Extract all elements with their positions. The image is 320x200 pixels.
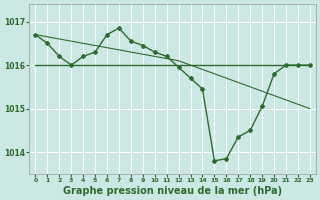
- X-axis label: Graphe pression niveau de la mer (hPa): Graphe pression niveau de la mer (hPa): [63, 186, 282, 196]
